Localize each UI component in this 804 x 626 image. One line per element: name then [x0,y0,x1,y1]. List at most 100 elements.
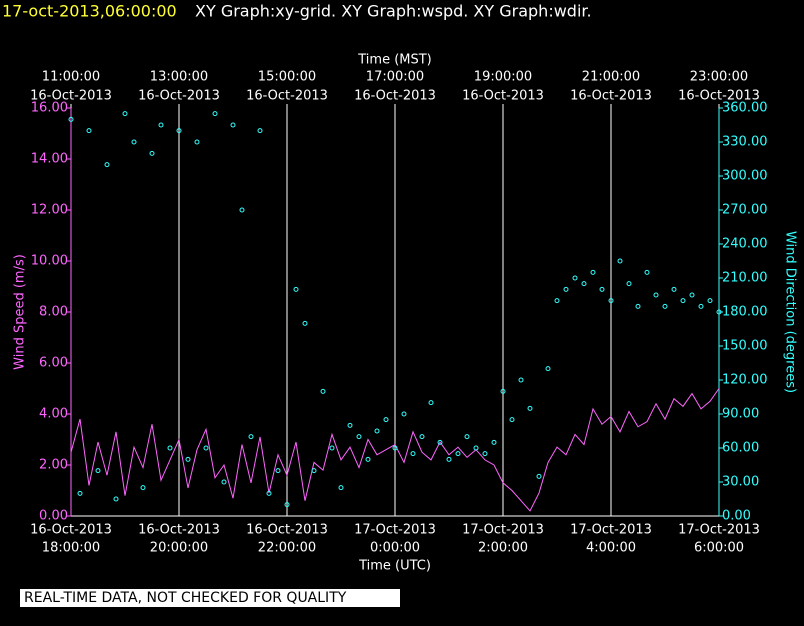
x-tick-label: 6:00:00 [694,541,744,556]
y-tick-label: 10.00 [31,254,68,269]
x-tick-label: 20:00:00 [150,541,208,556]
wdir-point [527,405,533,411]
x-tick-label: 16-Oct-2013 [138,523,220,538]
wdir-point [365,456,371,462]
wdir-point [419,434,425,440]
y-tick-label: 2.00 [39,458,68,473]
wdir-point [446,456,452,462]
y-axis-title: Wind Speed (m/s) [13,254,28,370]
x2-tick-label: 16-Oct-2013 [30,89,112,104]
wdir-point [401,411,407,417]
y2-tick-label: 30.00 [722,475,759,490]
wdir-point [680,298,686,304]
wdir-point [356,434,362,440]
wdir-point [194,139,200,145]
x-tick-label: 18:00:00 [42,541,100,556]
x2-tick-label: 16-Oct-2013 [246,89,328,104]
wdir-point [707,298,713,304]
y2-tick-label: 90.00 [722,407,759,422]
wdir-point [293,286,299,292]
wdir-point [599,286,605,292]
wdir-point [95,468,101,474]
x2-tick-label: 23:00:00 [690,70,748,85]
wdir-point [176,128,182,134]
timestamp: 17-oct-2013,06:00:00 [2,2,177,21]
x2-tick-label: 15:00:00 [258,70,316,85]
wdir-point [221,479,227,485]
x-tick-label: 0:00:00 [370,541,420,556]
x-tick-label: 16-Oct-2013 [30,523,112,538]
wdir-point [347,422,353,428]
wdir-point [122,111,128,117]
y2-tick-label: 60.00 [722,441,759,456]
wdir-point [563,286,569,292]
wdir-point [518,377,524,383]
wdir-point [509,417,515,423]
wdir-point [302,320,308,326]
footer-box [20,589,400,607]
wdir-point [374,428,380,434]
wdir-point [545,366,551,372]
wdir-point [635,303,641,309]
x-tick-label: 4:00:00 [586,541,636,556]
wdir-point [257,128,263,134]
y2-tick-label: 0.00 [722,509,751,524]
x2-tick-label: 16-Oct-2013 [570,89,652,104]
wdir-point [689,292,695,298]
wdir-point [572,275,578,281]
wdir-point [500,388,506,394]
wdir-point [68,116,74,122]
x-tick-label: 17-Oct-2013 [678,523,760,538]
x2-tick-label: 11:00:00 [42,70,100,85]
y2-tick-label: 120.00 [722,373,768,388]
y-tick-label: 0.00 [39,509,68,524]
y2-tick-label: 240.00 [722,237,768,252]
x-tick-label: 17-Oct-2013 [570,523,652,538]
wdir-point [455,451,461,457]
wdir-point [554,298,560,304]
wdir-point [410,451,416,457]
wdir-point [581,281,587,287]
y2-tick-label: 270.00 [722,203,768,218]
wdir-point [185,456,191,462]
wdir-point [473,445,479,451]
wdir-point [248,434,254,440]
y2-axis-title: Wind Direction (degrees) [783,231,798,393]
x2-tick-label: 16-Oct-2013 [462,89,544,104]
y-tick-label: 4.00 [39,407,68,422]
wdir-point [311,468,317,474]
x-axis-title: Time (UTC) [358,559,431,574]
x-tick-label: 16-Oct-2013 [246,523,328,538]
wdir-point [230,122,236,128]
wdir-point [239,207,245,213]
y2-tick-label: 360.00 [722,101,768,116]
wdir-point [536,473,542,479]
y-tick-label: 16.00 [31,101,68,116]
y-tick-label: 14.00 [31,152,68,167]
wdir-point [104,162,110,168]
wdir-point [653,292,659,298]
x-tick-label: 2:00:00 [478,541,528,556]
wdir-point [716,309,722,315]
wdir-point [392,445,398,451]
wspd-line [70,388,720,512]
wdir-point [320,388,326,394]
wdir-point [284,502,290,508]
x-tick-label: 22:00:00 [258,541,316,556]
wdir-point [428,400,434,406]
wdir-point [266,490,272,496]
x2-tick-label: 16-Oct-2013 [138,89,220,104]
wdir-point [491,439,497,445]
wdir-point [644,269,650,275]
y-tick-label: 6.00 [39,356,68,371]
wdir-point [437,439,443,445]
x-tick-label: 17-Oct-2013 [354,523,436,538]
y2-tick-label: 300.00 [722,169,768,184]
x2-tick-label: 21:00:00 [582,70,640,85]
x2-axis-title: Time (MST) [357,53,432,68]
y2-tick-label: 210.00 [722,271,768,286]
wdir-point [86,128,92,134]
wdir-point [608,298,614,304]
wdir-point [482,451,488,457]
wdir-point [698,303,704,309]
